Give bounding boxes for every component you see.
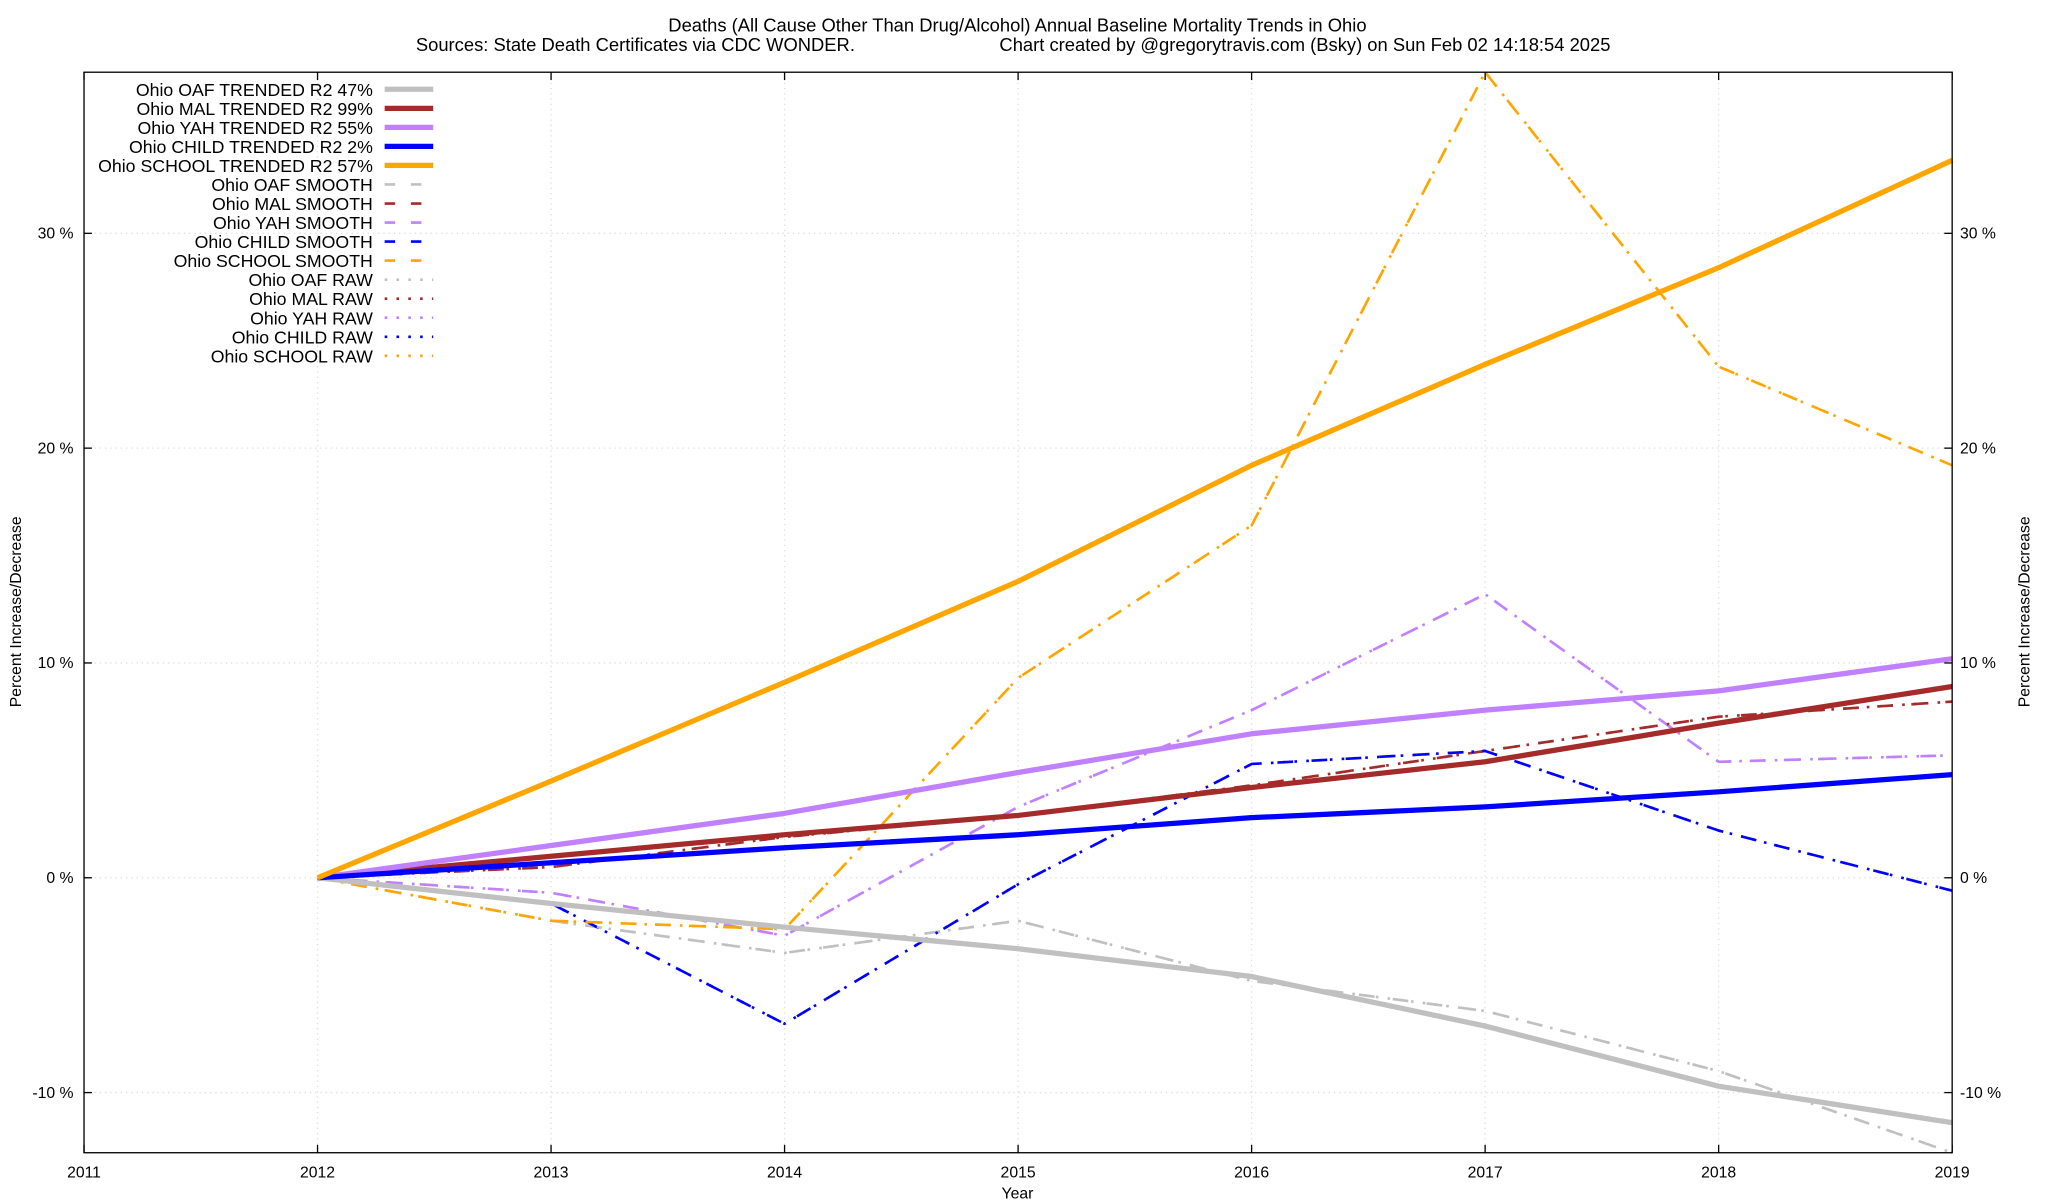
chart-subtitle-credit: Chart created by @gregorytravis.com (Bsk…: [999, 34, 1610, 55]
series-line-ohio-mal-smooth: [317, 700, 1953, 880]
legend-label: Ohio MAL RAW: [249, 289, 373, 309]
y2-tick-label: 10 %: [1960, 655, 1996, 672]
x-tick-label: 2015: [1001, 1165, 1036, 1182]
y2-tick-label: 0 %: [1960, 870, 1987, 887]
x-tick-label: 2014: [767, 1165, 802, 1182]
x-tick-label: 2011: [67, 1165, 101, 1182]
y2-tick-label: -10 %: [1960, 1085, 2001, 1102]
legend-label: Ohio YAH TRENDED R2 55%: [137, 118, 373, 138]
series-line-ohio-oaf-trended-r2-47: [317, 875, 1953, 1126]
series-line-ohio-yah-smooth: [317, 592, 1953, 938]
legend-label: Ohio SCHOOL SMOOTH: [174, 251, 373, 271]
y-tick-label: 10 %: [38, 655, 74, 672]
legend-label: Ohio SCHOOL TRENDED R2 57%: [98, 156, 373, 176]
legend-label: Ohio CHILD RAW: [232, 327, 373, 347]
legend-label: Ohio MAL TRENDED R2 99%: [137, 99, 374, 119]
series-line-ohio-school-trended-r2-57: [316, 157, 1954, 881]
y-tick-label: 0 %: [46, 870, 73, 887]
series-line-ohio-oaf-smooth: [317, 876, 1953, 1154]
x-tick-label: 2012: [300, 1165, 335, 1182]
series-line-ohio-mal-raw: [317, 700, 1953, 880]
x-tick-label: 2018: [1701, 1165, 1736, 1182]
y-axis-label: Percent Increase/Decrease: [8, 516, 25, 707]
series-line-ohio-child-trended-r2-2: [317, 771, 1953, 881]
legend-label: Ohio SCHOOL RAW: [211, 346, 373, 366]
y2-tick-label: 20 %: [1960, 440, 1996, 457]
legend-label: Ohio YAH SMOOTH: [213, 213, 373, 233]
y-tick-label: -10 %: [32, 1085, 73, 1102]
x-tick-label: 2013: [534, 1165, 569, 1182]
legend-label: Ohio CHILD SMOOTH: [195, 232, 373, 252]
legend-label: Ohio MAL SMOOTH: [212, 194, 373, 214]
chart-title: Deaths (All Cause Other Than Drug/Alcoho…: [668, 15, 1366, 36]
series-line-ohio-oaf-raw: [317, 876, 1953, 1154]
x-axis-label: Year: [1002, 1186, 1034, 1200]
chart-subtitle-source: Sources: State Death Certificates via CD…: [416, 34, 855, 55]
series-line-ohio-school-raw: [317, 70, 1953, 931]
y-tick-label: 20 %: [38, 440, 74, 457]
x-tick-label: 2017: [1468, 1165, 1503, 1182]
legend-label: Ohio OAF TRENDED R2 47%: [136, 80, 373, 100]
legend-label: Ohio OAF SMOOTH: [211, 175, 372, 195]
legend-label: Ohio YAH RAW: [250, 308, 373, 328]
legend: Ohio OAF TRENDED R2 47%Ohio MAL TRENDED …: [98, 80, 434, 366]
series-line-ohio-yah-trended-r2-55: [317, 656, 1953, 881]
y2-tick-label: 30 %: [1960, 226, 1996, 243]
x-tick-label: 2019: [1935, 1165, 1970, 1182]
legend-label: Ohio OAF RAW: [248, 270, 373, 290]
series-line-ohio-mal-trended-r2-99: [317, 683, 1953, 881]
x-tick-label: 2016: [1234, 1165, 1269, 1182]
legend-label: Ohio CHILD TRENDED R2 2%: [129, 137, 373, 157]
y-tick-label: 30 %: [38, 226, 74, 243]
series-line-ohio-yah-raw: [317, 592, 1953, 938]
y2-axis-label: Percent Increase/Decrease: [2017, 516, 2034, 707]
